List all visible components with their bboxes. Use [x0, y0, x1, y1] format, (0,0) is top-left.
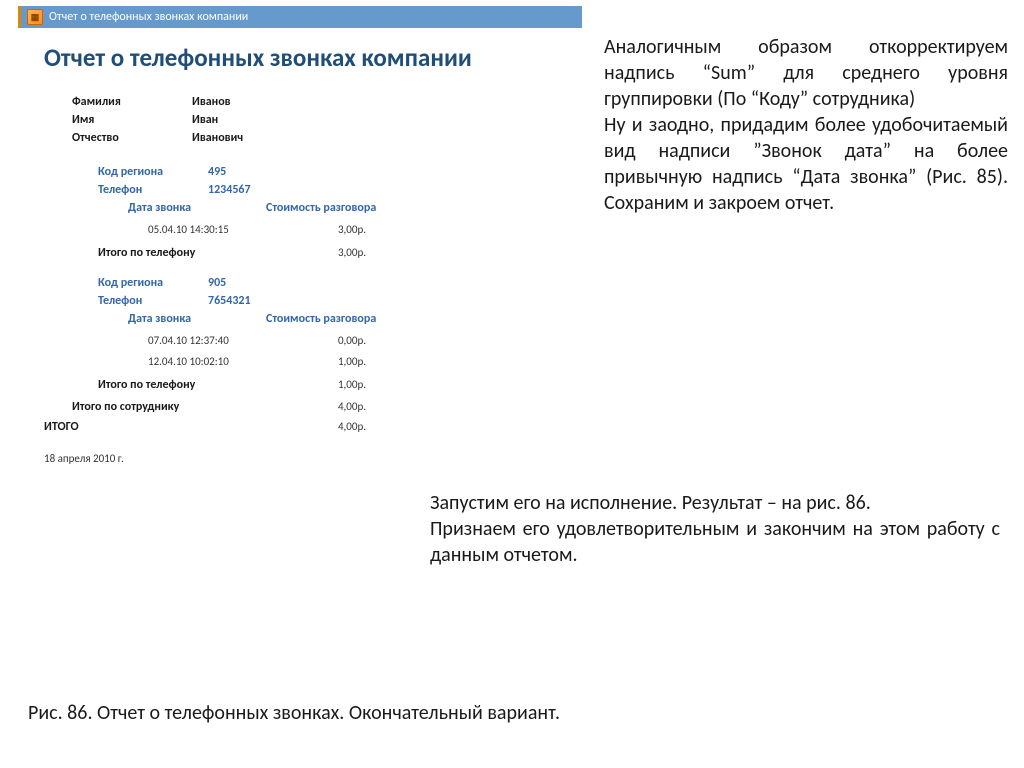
col-date: Дата звонка	[128, 201, 266, 215]
narrative-p2: Ну и заодно, придадим более удобочитаемы…	[604, 112, 1008, 216]
grand-total-row: ИТОГО 4,00р.	[44, 420, 556, 434]
region-value: 905	[208, 276, 226, 290]
employee-name-row: Имя Иван	[44, 113, 556, 127]
grand-total-label: ИТОГО	[44, 420, 306, 434]
phone-row: Телефон 1234567	[44, 183, 556, 197]
phone-total-value: 1,00р.	[306, 378, 366, 392]
phone-row: Телефон 7654321	[44, 294, 556, 308]
patronymic-value: Иванович	[192, 131, 243, 145]
report-panel: ▦ Отчет о телефонных звонках компании От…	[18, 6, 582, 475]
col-date: Дата звонка	[128, 312, 266, 326]
call-datetime: 05.04.10 14:30:15	[148, 223, 306, 236]
report-titlebar: ▦ Отчет о телефонных звонках компании	[18, 6, 582, 28]
phone-label: Телефон	[98, 294, 208, 308]
name-label: Имя	[72, 113, 192, 127]
region-row: Код региона 905	[44, 276, 556, 290]
phone-total-label: Итого по телефону	[98, 378, 306, 392]
region-value: 495	[208, 165, 226, 179]
narrative-upper: Аналогичным образом откорректируем надпи…	[604, 34, 1008, 216]
phone-total-value: 3,00р.	[306, 246, 366, 260]
narrative-p1: Аналогичным образом откорректируем надпи…	[604, 34, 1008, 112]
report-body: Отчет о телефонных звонках компании Фами…	[18, 28, 582, 475]
employee-total-row: Итого по сотруднику 4,00р.	[44, 400, 556, 414]
col-cost: Стоимость разговора	[266, 312, 406, 326]
narrative-p3: Запустим его на исполнение. Результат – …	[430, 490, 1000, 516]
phone-total-label: Итого по телефону	[98, 246, 306, 260]
phone-total-row: Итого по телефону 3,00р.	[44, 246, 556, 260]
employee-total-label: Итого по сотруднику	[72, 400, 306, 414]
name-value: Иван	[192, 113, 218, 127]
narrative-lower: Запустим его на исполнение. Результат – …	[430, 490, 1000, 568]
region-row: Код региона 495	[44, 165, 556, 179]
call-datetime: 12.04.10 10:02:10	[148, 355, 306, 368]
call-columns-header: Дата звонка Стоимость разговора	[44, 201, 556, 215]
report-icon: ▦	[27, 9, 43, 25]
report-titlebar-text: Отчет о телефонных звонках компании	[49, 10, 248, 24]
region-label: Код региона	[98, 276, 208, 290]
region-label: Код региона	[98, 165, 208, 179]
narrative-p4: Признаем его удовлетворительным и законч…	[430, 516, 1000, 568]
phone-value: 1234567	[208, 183, 251, 197]
call-cost: 1,00р.	[306, 355, 366, 368]
call-cost: 3,00р.	[306, 223, 366, 236]
employee-surname-row: Фамилия Иванов	[44, 95, 556, 109]
phone-value: 7654321	[208, 294, 251, 308]
phone-label: Телефон	[98, 183, 208, 197]
surname-value: Иванов	[192, 95, 231, 109]
report-date: 18 апреля 2010 г.	[44, 452, 556, 465]
employee-total-value: 4,00р.	[306, 400, 366, 414]
call-columns-header: Дата звонка Стоимость разговора	[44, 312, 556, 326]
call-row: 07.04.10 12:37:40 0,00р.	[44, 334, 556, 347]
call-row: 12.04.10 10:02:10 1,00р.	[44, 355, 556, 368]
phone-total-row: Итого по телефону 1,00р.	[44, 378, 556, 392]
call-datetime: 07.04.10 12:37:40	[148, 334, 306, 347]
call-row: 05.04.10 14:30:15 3,00р.	[44, 223, 556, 236]
employee-patronymic-row: Отчество Иванович	[44, 131, 556, 145]
col-cost: Стоимость разговора	[266, 201, 406, 215]
figure-caption: Рис. 86. Отчет о телефонных звонках. Око…	[28, 700, 588, 726]
grand-total-value: 4,00р.	[306, 420, 366, 434]
call-cost: 0,00р.	[306, 334, 366, 347]
report-heading: Отчет о телефонных звонках компании	[44, 42, 556, 73]
surname-label: Фамилия	[72, 95, 192, 109]
patronymic-label: Отчество	[72, 131, 192, 145]
